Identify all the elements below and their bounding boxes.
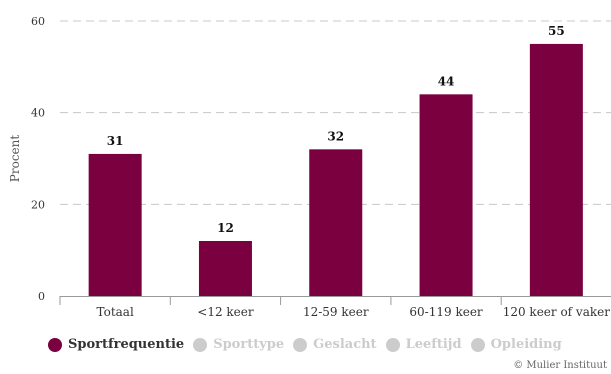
legend-label: Sporttype (213, 337, 285, 352)
legend-dot (470, 337, 485, 352)
legend-dot (193, 337, 208, 352)
legend-dot (293, 337, 308, 352)
bar[interactable] (198, 241, 252, 296)
credit-text: © Mulier Instituut (513, 360, 607, 371)
bar[interactable] (529, 43, 583, 296)
legend-dot (385, 337, 400, 352)
legend-item-leeftijd[interactable]: Leeftijd (385, 337, 462, 352)
y-tick-label: 20 (31, 198, 45, 211)
bar[interactable] (88, 153, 142, 296)
x-tick-label: <12 keer (197, 305, 254, 319)
legend-item-opleiding[interactable]: Opleiding (470, 337, 562, 352)
y-axis-title: Procent (8, 135, 22, 183)
y-tick-label: 0 (38, 290, 45, 303)
data-label: 12 (217, 221, 234, 235)
legend: Sportfrequentie Sporttype Geslacht Leeft… (48, 337, 571, 352)
data-label: 31 (107, 134, 124, 148)
bar[interactable] (309, 149, 363, 296)
legend-item-sportfrequentie[interactable]: Sportfrequentie (48, 337, 184, 352)
x-tick-label: 120 keer of vaker (503, 305, 611, 319)
y-tick-label: 40 (31, 107, 45, 120)
x-tick-label: Totaal (97, 305, 134, 319)
legend-dot (48, 337, 62, 352)
legend-label: Opleiding (490, 337, 562, 352)
legend-item-sporttype[interactable]: Sporttype (193, 337, 284, 352)
x-tick-label: 12-59 keer (303, 305, 369, 319)
x-tick-label: 60-119 keer (409, 305, 483, 319)
legend-label: Sportfrequentie (68, 337, 185, 352)
bar-chart: 0 20 40 60 Procent 31 Totaal 12 <12 keer 32 12-59 … (8, 15, 611, 319)
bar[interactable] (419, 94, 473, 296)
legend-label: Leeftijd (405, 337, 462, 352)
data-label: 32 (327, 129, 344, 143)
data-label: 44 (438, 74, 455, 88)
y-tick-label: 60 (31, 15, 45, 28)
data-label: 55 (548, 24, 565, 38)
legend-label: Geslacht (313, 337, 377, 352)
legend-item-geslacht[interactable]: Geslacht (293, 337, 377, 352)
